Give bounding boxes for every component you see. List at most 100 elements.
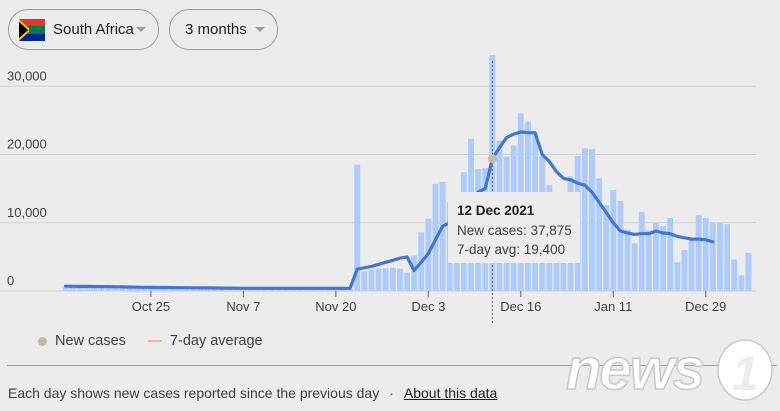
bar	[190, 288, 197, 291]
bar	[340, 289, 346, 291]
bar	[126, 288, 133, 291]
bar	[581, 148, 588, 291]
bar	[674, 262, 681, 291]
x-tick-label: Dec 16	[500, 299, 541, 314]
news1-watermark-logo: news 1	[565, 337, 773, 403]
y-tick-label: 10,000	[7, 205, 47, 220]
bar	[69, 286, 76, 291]
bar	[382, 268, 389, 291]
bar	[162, 288, 169, 291]
bar	[332, 288, 339, 291]
x-tick-label: Oct 25	[132, 299, 170, 314]
bar	[439, 181, 446, 291]
bar	[631, 243, 638, 291]
tooltip-new-cases: New cases: 37,875	[457, 223, 572, 238]
bar	[91, 287, 97, 291]
footer: Each day shows new cases reported since …	[8, 385, 497, 401]
bar	[169, 288, 176, 291]
bar	[98, 288, 105, 291]
bar	[389, 267, 396, 291]
bar	[76, 287, 83, 291]
bar	[688, 238, 695, 291]
about-data-link[interactable]: About this data	[403, 385, 498, 401]
bar	[347, 288, 354, 291]
bar	[588, 149, 595, 291]
highlight-point	[487, 154, 497, 164]
bar	[695, 215, 702, 291]
footer-separator: ·	[389, 385, 394, 401]
bar	[745, 252, 752, 291]
cases-chart: 0 10,000 20,000 30,000 Oct 25 Nov 7 Nov 20 Dec …	[0, 55, 756, 323]
bar	[596, 178, 603, 291]
bar	[261, 288, 268, 291]
bar	[738, 275, 745, 291]
x-tick-label: Dec 3	[411, 299, 445, 314]
bar	[197, 288, 204, 291]
tooltip-avg: 7-day avg: 19,400	[457, 242, 566, 257]
bar	[610, 190, 617, 291]
bar	[645, 230, 652, 291]
bar	[411, 255, 418, 291]
bar	[62, 287, 69, 291]
chevron-down-icon	[255, 27, 265, 32]
bar	[290, 288, 297, 291]
bar	[254, 288, 261, 291]
footer-text: Each day shows new cases reported since …	[8, 385, 380, 401]
bar	[617, 200, 624, 291]
avg-line	[63, 130, 715, 290]
bar	[219, 288, 226, 291]
bar	[624, 229, 631, 291]
country-selector[interactable]: South Africa	[8, 9, 159, 50]
x-tick-label: Nov 20	[315, 299, 356, 314]
bar	[318, 288, 325, 291]
chevron-down-icon	[136, 27, 146, 32]
south-africa-flag-icon	[19, 18, 45, 41]
chart-legend: New cases 7-day average	[38, 333, 285, 349]
bar	[553, 250, 560, 291]
x-tick-label: Jan 11	[594, 299, 632, 314]
legend-avg[interactable]: 7-day average	[147, 333, 263, 349]
bar	[304, 288, 311, 291]
bar	[731, 259, 738, 291]
country-label: South Africa	[53, 21, 134, 38]
bar	[83, 286, 90, 291]
legend-line-icon	[147, 340, 162, 342]
bar	[667, 217, 674, 291]
x-tick-label: Dec 29	[685, 299, 726, 314]
bar	[233, 288, 240, 291]
bar	[240, 288, 247, 291]
bar	[396, 268, 403, 291]
bar	[325, 288, 332, 291]
bar	[368, 269, 375, 291]
bar	[211, 288, 218, 291]
tooltip-date: 12 Dec 2021	[457, 203, 535, 218]
legend-new-cases[interactable]: New cases	[38, 333, 126, 349]
bar	[133, 287, 140, 291]
bar	[638, 211, 645, 291]
bar	[681, 250, 688, 291]
bar	[354, 164, 361, 291]
bar	[140, 287, 147, 291]
legend-dot-icon	[38, 336, 47, 346]
bar	[702, 217, 709, 291]
bar	[297, 288, 304, 291]
bar	[717, 222, 723, 291]
bar	[268, 288, 275, 291]
bar	[653, 222, 659, 291]
y-tick-label: 0	[7, 273, 14, 288]
bar	[105, 287, 112, 291]
bar	[183, 288, 190, 291]
svg-text:1: 1	[732, 348, 759, 401]
bar	[276, 288, 282, 291]
chart-tooltip: 12 Dec 2021 New cases: 37,875 7-day avg:…	[448, 192, 580, 263]
legend-new-cases-label: New cases	[55, 333, 126, 349]
bar	[119, 288, 126, 291]
bar	[709, 222, 716, 291]
bar	[311, 288, 318, 291]
bar	[283, 288, 290, 291]
legend-avg-label: 7-day average	[169, 333, 263, 349]
range-selector[interactable]: 3 months	[169, 9, 278, 50]
bar	[226, 288, 233, 291]
x-tick-label: Nov 7	[226, 299, 260, 314]
bar	[375, 268, 382, 291]
